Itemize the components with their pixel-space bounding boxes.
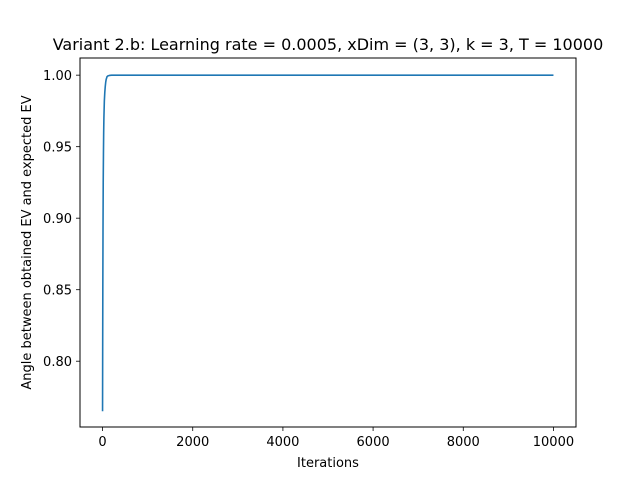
chart-title: Variant 2.b: Learning rate = 0.0005, xDi… [53,35,604,54]
x-tick-label: 0 [98,435,106,450]
x-tick-label: 8000 [447,435,480,450]
y-axis-ticks: 0.80 0.85 0.90 0.95 1.00 [43,69,80,370]
x-tick-label: 10000 [533,435,574,450]
y-axis-label: Angle between obtained EV and expected E… [20,95,35,389]
series-layer [101,74,554,412]
y-tick-label: 0.85 [43,284,72,299]
x-tick-label: 6000 [357,435,390,450]
series-line [101,74,554,412]
y-tick-label: 0.80 [43,355,72,370]
x-axis-ticks: 0 2000 4000 6000 8000 10000 [98,427,574,450]
y-tick-label: 1.00 [43,69,72,84]
x-tick-label: 2000 [176,435,209,450]
x-tick-label: 4000 [266,435,299,450]
y-tick-label: 0.95 [43,141,72,156]
x-axis-label: Iterations [297,456,359,471]
y-tick-label: 0.90 [43,212,72,227]
axes-frame [79,57,577,428]
